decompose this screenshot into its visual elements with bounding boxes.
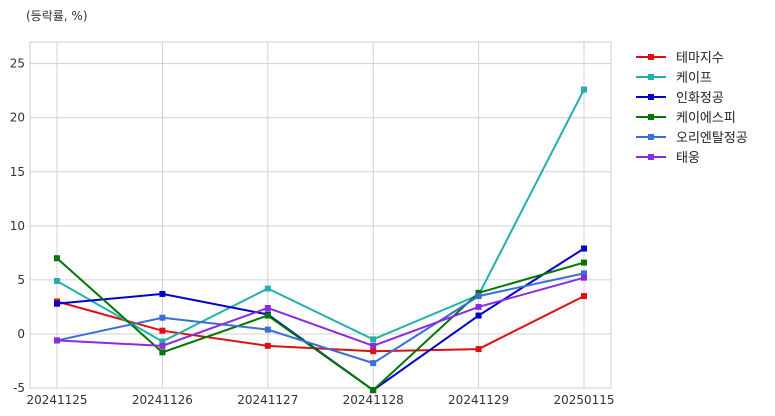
data-point <box>475 289 482 296</box>
legend-label: 테마지수 <box>676 51 724 66</box>
data-point <box>54 277 60 284</box>
y-tick-label: 5 <box>17 273 25 287</box>
data-point <box>159 349 166 356</box>
x-tick-label: 20241127 <box>237 393 298 407</box>
x-tick-label: 20241129 <box>448 393 509 407</box>
data-point <box>475 312 482 319</box>
y-tick-label: 0 <box>17 327 25 341</box>
data-point <box>264 285 271 292</box>
data-point <box>370 342 377 349</box>
y-tick-label: 25 <box>10 57 25 71</box>
data-point <box>370 387 377 394</box>
series-line <box>56 276 585 347</box>
y-tick-label: 15 <box>10 165 25 179</box>
legend-marker <box>648 74 654 80</box>
legend-label: 케이프 <box>676 71 712 86</box>
data-point <box>475 303 482 310</box>
legend-marker <box>648 114 654 120</box>
data-point <box>159 290 166 297</box>
y-tick-label: 20 <box>10 111 25 125</box>
data-point <box>264 312 271 319</box>
data-point <box>264 326 271 333</box>
y-tick-label: 10 <box>10 219 25 233</box>
data-point <box>159 327 166 334</box>
series-line <box>56 295 585 353</box>
series-line <box>56 89 585 343</box>
data-point <box>581 293 587 300</box>
series-group <box>54 86 587 394</box>
data-point <box>581 86 587 93</box>
legend-marker <box>648 134 654 140</box>
data-point <box>370 360 377 367</box>
data-point <box>54 337 60 344</box>
data-point <box>581 245 587 252</box>
x-axis-ticks: 20241125 20241126 20241127 20241128 20241129… <box>26 393 614 407</box>
data-point <box>54 255 60 262</box>
x-tick-label: 20241125 <box>26 393 87 407</box>
data-point <box>159 338 166 345</box>
plot-area <box>29 41 612 389</box>
grid <box>30 42 611 389</box>
data-point <box>264 304 271 311</box>
data-point <box>54 300 60 307</box>
series-line <box>56 257 585 392</box>
unit-label: (등락률, %) <box>26 9 88 23</box>
series-line <box>56 272 585 365</box>
data-point <box>475 346 482 353</box>
data-point <box>370 348 377 355</box>
y-tick-label: -5 <box>13 381 25 395</box>
legend-label: 태웅 <box>676 151 700 166</box>
x-tick-label: 20241128 <box>343 393 404 407</box>
data-point <box>370 336 377 343</box>
legend-label: 오리엔탈정공 <box>676 131 748 146</box>
legend-marker <box>648 54 654 60</box>
data-point <box>159 314 166 321</box>
data-point <box>581 259 587 266</box>
data-point <box>581 270 587 277</box>
legend-marker <box>648 94 654 100</box>
legend-label: 케이에스피 <box>676 111 736 126</box>
x-tick-label: 20241126 <box>132 393 193 407</box>
data-point <box>264 342 271 349</box>
legend-label: 인화정공 <box>676 91 724 106</box>
data-point <box>475 293 482 300</box>
legend-marker <box>648 154 654 160</box>
x-tick-label: 20250115 <box>553 393 614 407</box>
data-point <box>581 274 587 281</box>
y-axis-ticks: -5 0 5 10 15 20 25 <box>10 57 25 395</box>
data-point <box>159 342 166 349</box>
